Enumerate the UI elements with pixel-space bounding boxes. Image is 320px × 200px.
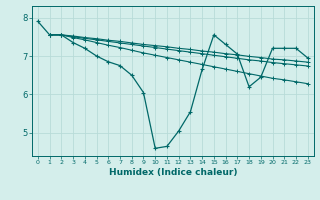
X-axis label: Humidex (Indice chaleur): Humidex (Indice chaleur) xyxy=(108,168,237,177)
